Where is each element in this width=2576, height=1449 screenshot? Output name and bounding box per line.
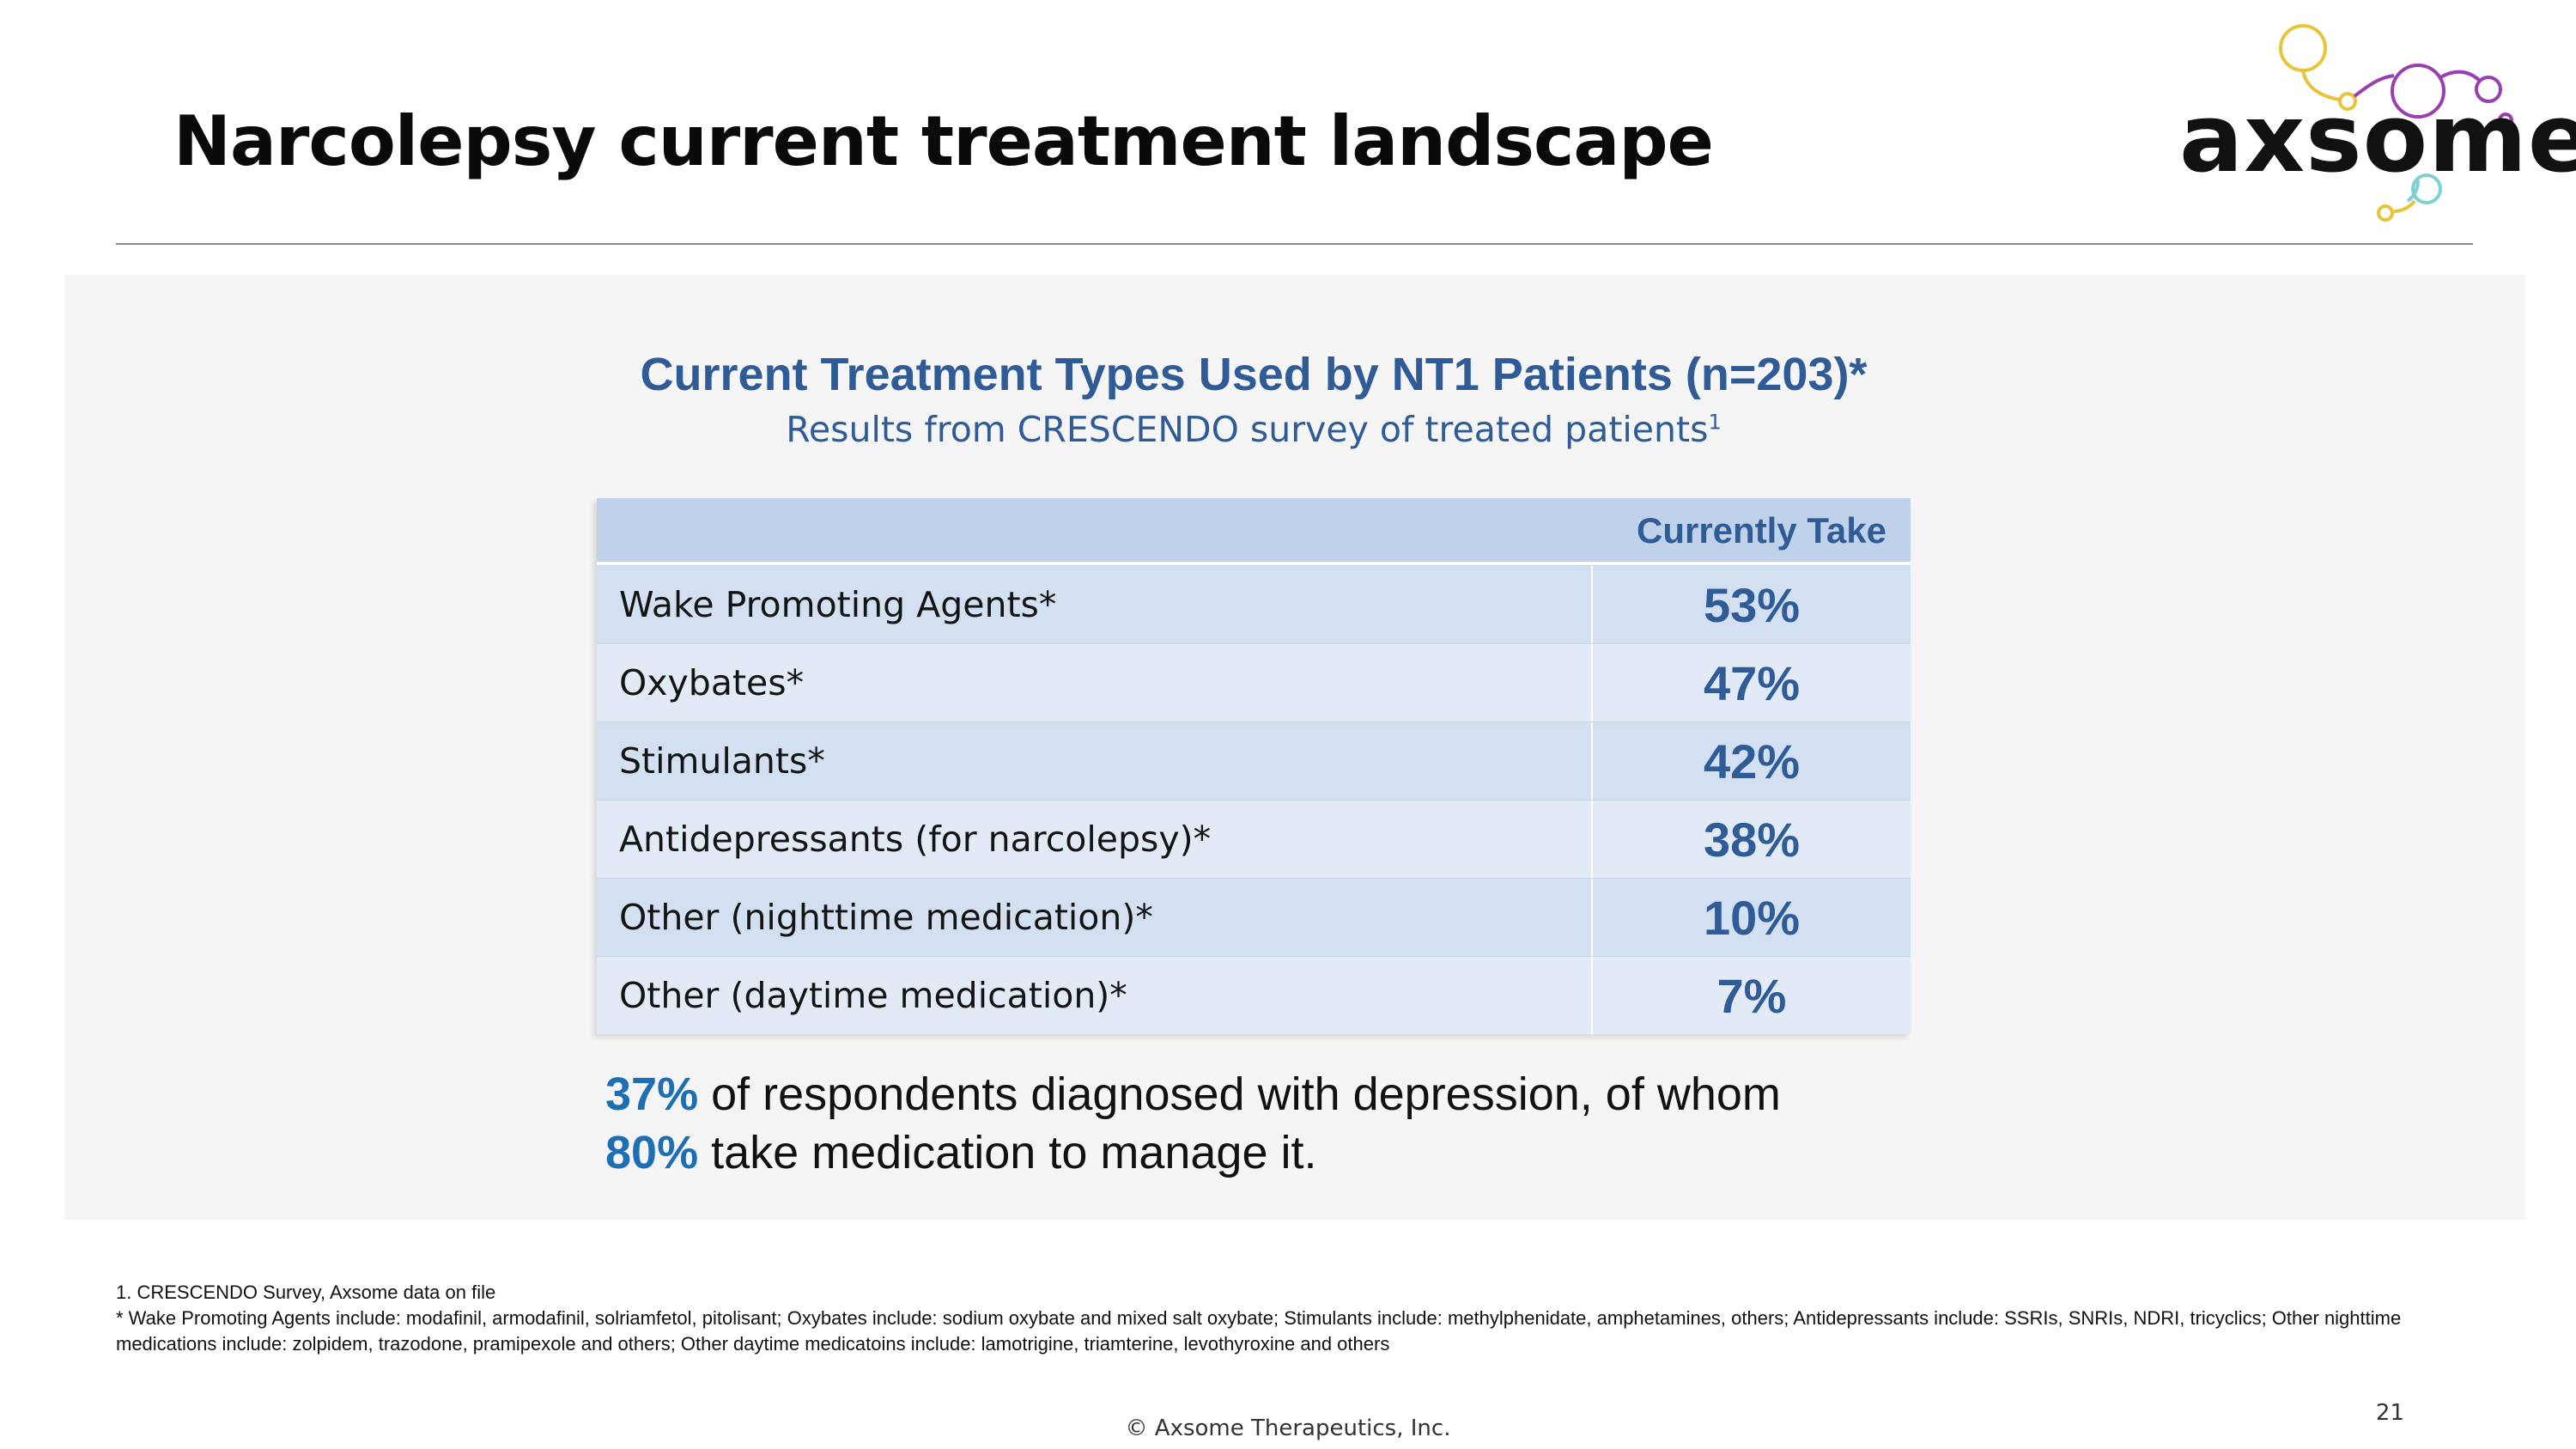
table-header-row: Currently Take (597, 498, 1911, 565)
row-value: 42% (1703, 734, 1801, 788)
logo-wordmark: axsome (2179, 83, 2576, 193)
table-subtitle: Results from CRESCENDO survey of treated… (0, 409, 2507, 450)
table-row: Other (daytime medication)* 7% (597, 956, 1911, 1034)
row-label: Other (nighttime medication)* (597, 879, 1593, 956)
row-value: 7% (1716, 968, 1787, 1023)
axsome-logo: axsome (2164, 17, 2576, 223)
page-number: 21 (2375, 1400, 2404, 1426)
molecule-logo-icon (2279, 24, 2513, 222)
table-subtitle-text: Results from CRESCENDO survey of treated… (786, 409, 1709, 450)
row-label: Antidepressants (for narcolepsy)* (597, 801, 1593, 878)
row-value: 53% (1703, 577, 1801, 632)
callout-text-2: take medication to manage it. (698, 1127, 1317, 1178)
title-divider (116, 243, 2473, 245)
row-value: 38% (1703, 812, 1801, 867)
row-label: Wake Promoting Agents* (597, 566, 1593, 643)
table-row: Wake Promoting Agents* 53% (597, 565, 1911, 643)
column-header-currently-take: Currently Take (1637, 510, 1886, 551)
callout-line-1: 37% of respondents diagnosed with depres… (605, 1065, 1979, 1123)
callout-text-1: of respondents diagnosed with depression… (698, 1068, 1781, 1120)
row-label: Oxybates* (597, 644, 1593, 721)
footnote-definitions: * Wake Promoting Agents include: modafin… (116, 1307, 2402, 1355)
table-row: Stimulants* 42% (597, 721, 1911, 800)
row-label: Stimulants* (597, 722, 1593, 800)
table-title: Current Treatment Types Used by NT1 Pati… (640, 349, 1868, 400)
footnote-reference: 1. CRESCENDO Survey, Axsome data on file (116, 1282, 496, 1303)
slide-title: Narcolepsy current treatment landscape (173, 101, 1714, 181)
subtitle-reference: 1 (1708, 410, 1722, 435)
depression-callout: 37% of respondents diagnosed with depres… (605, 1065, 1979, 1182)
copyright-notice: © Axsome Therapeutics, Inc. (1125, 1416, 1451, 1441)
callout-stat-depression: 37% (605, 1068, 699, 1120)
row-value: 10% (1703, 890, 1801, 945)
callout-stat-medication: 80% (605, 1127, 699, 1178)
footnotes: 1. CRESCENDO Survey, Axsome data on file… (116, 1280, 2486, 1357)
row-value: 47% (1703, 655, 1801, 710)
table-row: Oxybates* 47% (597, 643, 1911, 721)
callout-line-2: 80% take medication to manage it. (605, 1123, 1979, 1182)
table-row: Other (nighttime medication)* 10% (597, 878, 1911, 956)
row-label: Other (daytime medication)* (597, 957, 1593, 1034)
table-row: Antidepressants (for narcolepsy)* 38% (597, 800, 1911, 878)
treatment-table: Currently Take Wake Promoting Agents* 53… (597, 498, 1911, 1034)
